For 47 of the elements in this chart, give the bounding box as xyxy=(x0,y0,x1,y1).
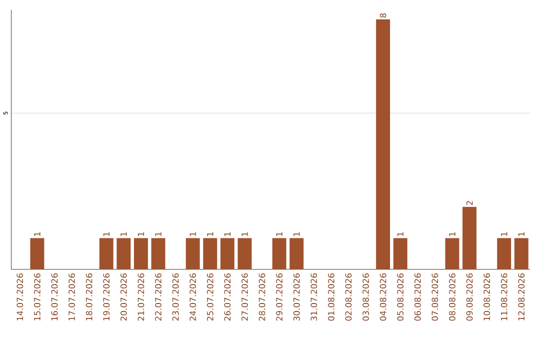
data-label: 1 xyxy=(449,232,456,236)
x-tick-label: 01.08.2026 xyxy=(328,273,334,321)
x-tick-label: 15.07.2026 xyxy=(34,273,40,320)
data-label: 1 xyxy=(190,232,196,236)
data-label: 1 xyxy=(207,232,214,236)
data-label: 1 xyxy=(103,232,110,236)
x-tick-label: 20.07.2026 xyxy=(120,273,127,321)
x-tick-label: 24.07.2026 xyxy=(190,273,196,321)
data-label: 1 xyxy=(120,232,127,236)
x-tick-label: 10.08.2026 xyxy=(484,273,490,320)
data-label: 1 xyxy=(518,232,524,236)
x-tick-label: 26.07.2026 xyxy=(224,273,231,321)
x-tick-label: 09.08.2026 xyxy=(466,273,473,321)
data-label: 8 xyxy=(380,13,386,18)
data-label: 1 xyxy=(242,232,248,236)
x-tick-label: 22.07.2026 xyxy=(155,273,162,321)
data-label: 1 xyxy=(294,232,300,236)
x-tick-label: 25.07.2026 xyxy=(206,273,214,321)
x-tick-label: 08.08.2026 xyxy=(449,273,456,321)
x-tick-label: 12.08.2026 xyxy=(518,273,525,320)
data-label: 1 xyxy=(224,232,230,236)
x-tick-label: 14.07.2026 xyxy=(16,273,24,320)
data-label: 1 xyxy=(155,232,162,236)
x-tick-label: 02.08.2026 xyxy=(345,273,352,321)
data-label: 2 xyxy=(466,201,473,205)
x-tick-label: 28.07.2026 xyxy=(258,273,266,321)
x-tick-label: 23.07.2026 xyxy=(172,273,179,321)
x-tick-label: 30.07.2026 xyxy=(293,273,300,321)
x-tick-label: 06.08.2026 xyxy=(414,273,421,321)
data-label: 1 xyxy=(34,232,40,236)
x-tick-label: 31.07.2026 xyxy=(310,273,318,321)
x-tick-label: 16.07.2026 xyxy=(51,273,58,320)
x-tick-label: 17.07.2026 xyxy=(68,273,75,320)
x-tick-label: 07.08.2026 xyxy=(432,273,438,321)
x-tick-label: 19.07.2026 xyxy=(103,273,110,320)
x-tick-label: 05.08.2026 xyxy=(397,273,404,321)
x-tick-label: 11.08.2026 xyxy=(500,273,508,320)
data-label: 1 xyxy=(397,232,404,236)
x-tick-label: 04.08.2026 xyxy=(380,273,386,321)
x-tick-label: 03.08.2026 xyxy=(362,273,369,321)
x-tick-label: 18.07.2026 xyxy=(86,273,92,320)
data-label: 1 xyxy=(276,232,282,236)
x-tick-label: 21.07.2026 xyxy=(138,273,144,321)
x-tick-label: 27.07.2026 xyxy=(242,273,248,321)
data-label: 1 xyxy=(501,232,508,236)
x-tick-label: 29.07.2026 xyxy=(276,273,282,321)
data-label: 1 xyxy=(138,232,144,236)
